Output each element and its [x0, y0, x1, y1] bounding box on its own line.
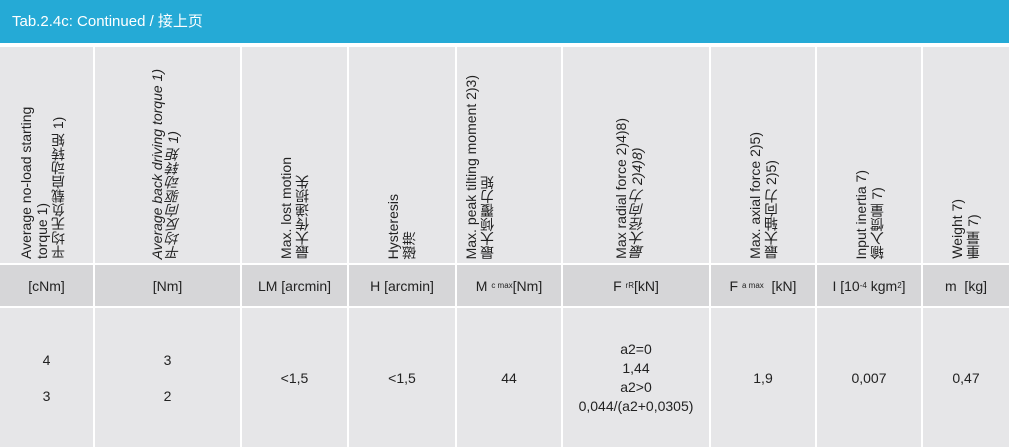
value: 1,44 — [622, 359, 650, 376]
header-en: Hysteresis — [385, 193, 401, 259]
unit-cell: m [kg] — [923, 265, 1009, 306]
unit-superscript: 2 — [897, 281, 902, 290]
header-cn: 最大径向力 2)4)8) — [629, 147, 645, 259]
header-cn: 磁滞 — [401, 231, 417, 259]
header-cn: 最大轴向力 2)5) — [763, 160, 779, 259]
data-cell: 44 — [457, 308, 561, 447]
data-cell: 1,9 — [711, 308, 815, 447]
unit-text: kgm — [866, 277, 898, 294]
unit-symbol: F — [613, 277, 622, 294]
unit-cell: M c max [Nm] — [457, 265, 561, 306]
unit-superscript: -4 — [859, 281, 867, 290]
header-en: Max. axial force 2)5) — [747, 132, 763, 259]
value: 3 — [163, 351, 172, 368]
unit-text: [Nm] — [512, 277, 543, 294]
unit-cell: [Nm] — [95, 265, 240, 306]
unit-text: ] — [901, 277, 906, 294]
header-cn: 输入惯量 7) — [869, 186, 885, 259]
header-back-driving-torque: Average back driving torque 1) 平均反向驱动转矩 1… — [95, 47, 240, 263]
header-radial-force: Max radial force 2)4)8) 最大径向力 2)4)8) — [563, 47, 709, 263]
unit-cell: F rR [kN] — [563, 265, 709, 306]
unit-cell: LM [arcmin] — [242, 265, 347, 306]
table-title: Tab.2.4c: Continued / 接上页 — [0, 0, 1009, 43]
header-axial-force: Max. axial force 2)5) 最大轴向力 2)5) — [711, 47, 815, 263]
header-cn: 平均无负载启动转矩 1) — [50, 116, 66, 259]
header-en: Max radial force 2)4)8) — [613, 118, 629, 259]
header-starting-torque: Average no-load starting torque 1) 平均无负载启… — [0, 47, 93, 263]
header-lost-motion: Max. lost motion 最大传递损失 — [242, 47, 347, 263]
data-cell: 0,47 — [923, 308, 1009, 447]
unit-symbol: M — [475, 277, 488, 294]
header-en: Input inertia 7) — [853, 169, 869, 260]
unit-subscript: a max — [741, 281, 764, 290]
header-en: Max. peak tilting moment 2)3) — [463, 74, 479, 259]
unit-text: I [10 — [832, 277, 860, 294]
unit-cell: [cNm] — [0, 265, 93, 306]
header-en: Weight 7) — [949, 199, 965, 259]
value: 0,044/(a2+0,0305) — [578, 397, 694, 414]
header-cn: 重量 7) — [965, 214, 981, 259]
header-cn: 平均反向驱动转矩 1) — [165, 130, 181, 259]
header-en: Average no-load starting torque 1) — [18, 106, 50, 259]
header-weight: Weight 7) 重量 7) — [923, 47, 1009, 263]
unit-cell: I [10 -4 kgm 2] — [817, 265, 921, 306]
header-cn: 最大倾覆力矩 — [479, 175, 495, 259]
value: a2=0 — [620, 340, 652, 357]
unit-subscript: c max — [491, 281, 513, 290]
header-en: Average back driving torque 1) — [149, 68, 165, 259]
unit-subscript: rR — [625, 281, 634, 290]
header-en: Max. lost motion — [278, 157, 294, 259]
data-cell: a2=0 1,44 a2>0 0,044/(a2+0,0305) — [563, 308, 709, 447]
data-cell: <1,5 — [349, 308, 455, 447]
value: a2>0 — [620, 378, 652, 395]
unit-cell: F a max [kN] — [711, 265, 815, 306]
value: 2 — [163, 387, 172, 404]
unit-cell: H [arcmin] — [349, 265, 455, 306]
data-cell: <1,5 — [242, 308, 347, 447]
data-cell: 0,007 — [817, 308, 921, 447]
value: 0,47 — [952, 369, 980, 386]
unit-symbol: F — [729, 277, 739, 294]
header-tilting-moment: Max. peak tilting moment 2)3) 最大倾覆力矩 — [457, 47, 561, 263]
value: 1,9 — [753, 369, 773, 386]
value: 3 — [42, 387, 51, 404]
unit-text: [kN] — [634, 277, 659, 294]
header-hysteresis: Hysteresis 磁滞 — [349, 47, 455, 263]
value: 44 — [501, 369, 517, 386]
header-cn: 最大传递损失 — [294, 175, 310, 259]
value: <1,5 — [388, 369, 416, 386]
unit-text: [kN] — [763, 277, 797, 294]
value: 4 — [42, 351, 51, 368]
value: <1,5 — [280, 369, 309, 386]
header-input-inertia: Input inertia 7) 输入惯量 7) — [817, 47, 921, 263]
value: 0,007 — [851, 369, 887, 386]
